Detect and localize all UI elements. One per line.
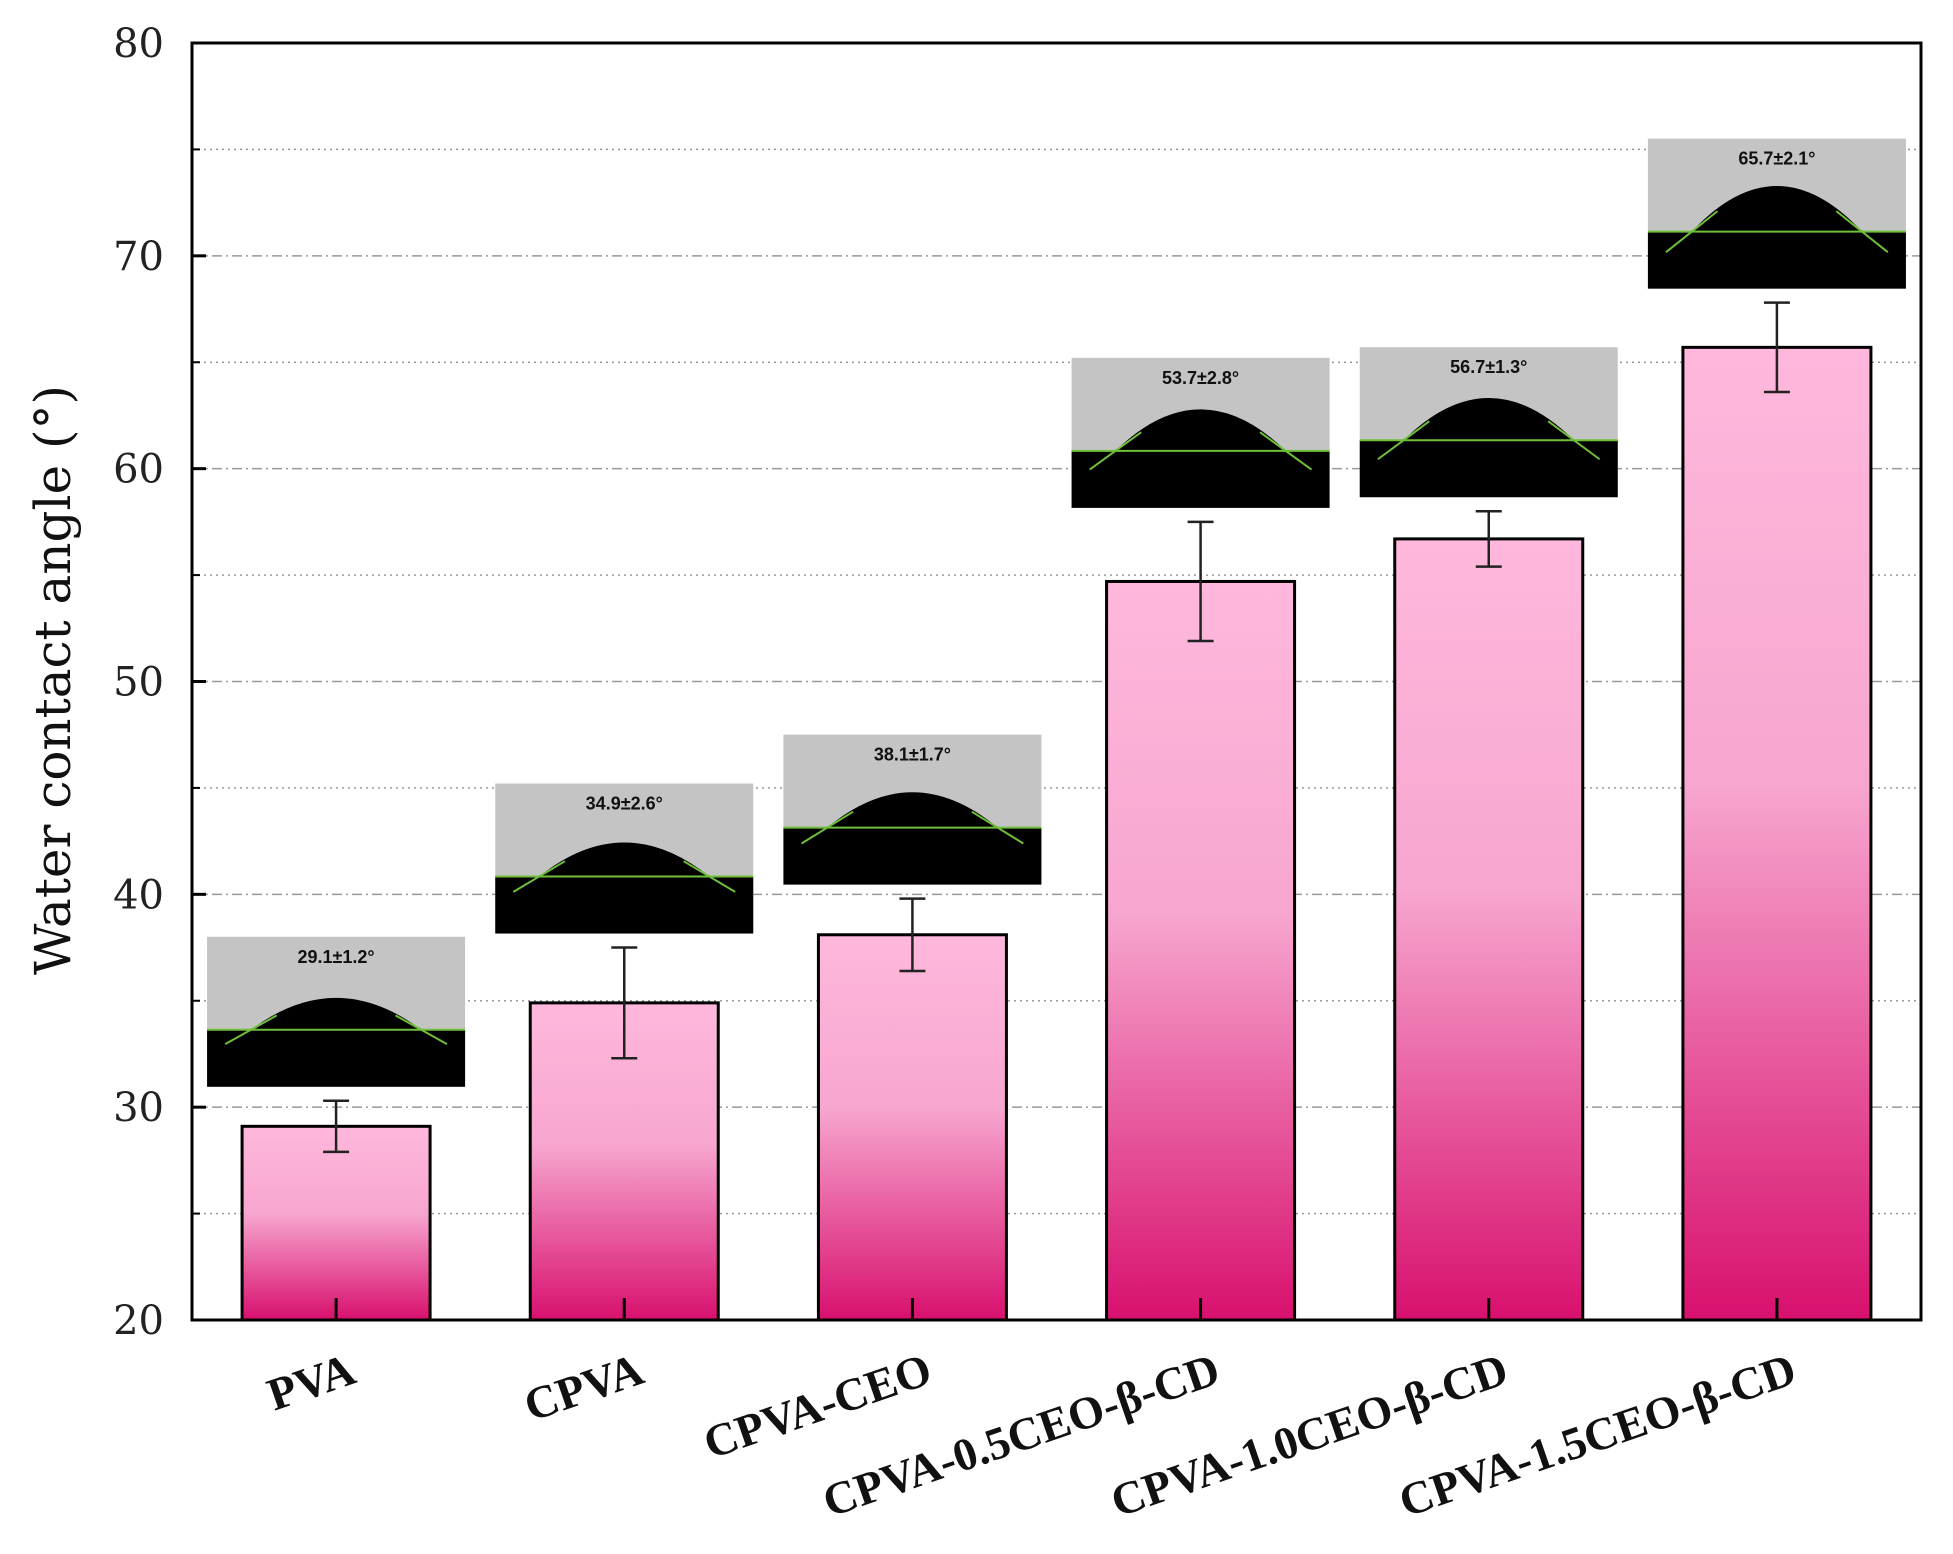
inset-droplet [1115,409,1286,451]
inset-tangent-right [1835,210,1889,253]
grid-lines [192,148,1921,1215]
droplet-inset-6: 65.7±2.1° [1647,138,1906,289]
y-axis-title: Water contact angle (°) [24,385,82,975]
bar-1 [240,1124,432,1322]
inset-angle-label: 65.7±2.1° [1738,149,1815,169]
x-tick-label: PVA [261,1343,361,1420]
inset-tangent-left [1377,420,1430,461]
inset-droplet [1691,186,1863,232]
inset-substrate [207,1029,466,1087]
inset-angle-label: 53.7±2.8° [1162,368,1239,388]
bar-6 [1681,345,1873,1322]
droplet-inset-2: 34.9±2.6° [495,783,754,934]
droplet-insets: 29.1±1.2° 34.9±2.6° 38.1±1.7° 53.7±2.8° 56.7… [207,138,1906,1087]
inset-tangent-right [1547,420,1601,461]
inset-substrate [783,827,1042,885]
inset-droplet [250,997,422,1030]
inset-substrate [495,876,754,934]
y-tick-label: 70 [113,234,164,280]
bar-4 [1105,579,1297,1322]
x-tick-label: CPVA [518,1343,650,1431]
inset-substrate [1647,231,1906,289]
inset-tangent-right [971,810,1024,845]
droplet-inset-3: 38.1±1.7° [783,734,1042,885]
inset-tangent-left [224,1014,278,1046]
inset-angle-label: 34.9±2.6° [586,794,663,814]
y-tick-label: 20 [113,1298,164,1344]
inset-tangent-left [800,810,854,845]
y-tick-label: 50 [113,660,164,706]
inset-angle-label: 29.1±1.2° [298,947,375,967]
bar-5 [1393,537,1585,1322]
inset-substrate [1359,440,1618,498]
bars [240,301,1873,1322]
y-tick-label: 30 [113,1085,164,1131]
inset-tangent-right [683,860,736,893]
inset-droplet [1403,397,1574,441]
droplet-inset-5: 56.7±1.3° [1359,347,1618,498]
droplet-inset-1: 29.1±1.2° [207,936,466,1087]
inset-angle-label: 56.7±1.3° [1450,357,1527,377]
inset-tangent-left [512,860,566,893]
y-tick-label: 60 [113,447,164,493]
y-tick-label: 80 [113,21,164,67]
inset-tangent-right [394,1014,448,1046]
droplet-inset-4: 53.7±2.8° [1071,357,1330,508]
inset-tangent-left [1665,210,1719,253]
inset-tangent-right [1259,431,1313,471]
inset-droplet [539,842,710,877]
inset-tangent-left [1089,431,1142,471]
y-tick-label: 40 [113,872,164,918]
inset-angle-label: 38.1±1.7° [874,745,951,765]
bar-3 [816,933,1008,1322]
inset-droplet [827,792,998,828]
inset-substrate [1071,450,1330,508]
